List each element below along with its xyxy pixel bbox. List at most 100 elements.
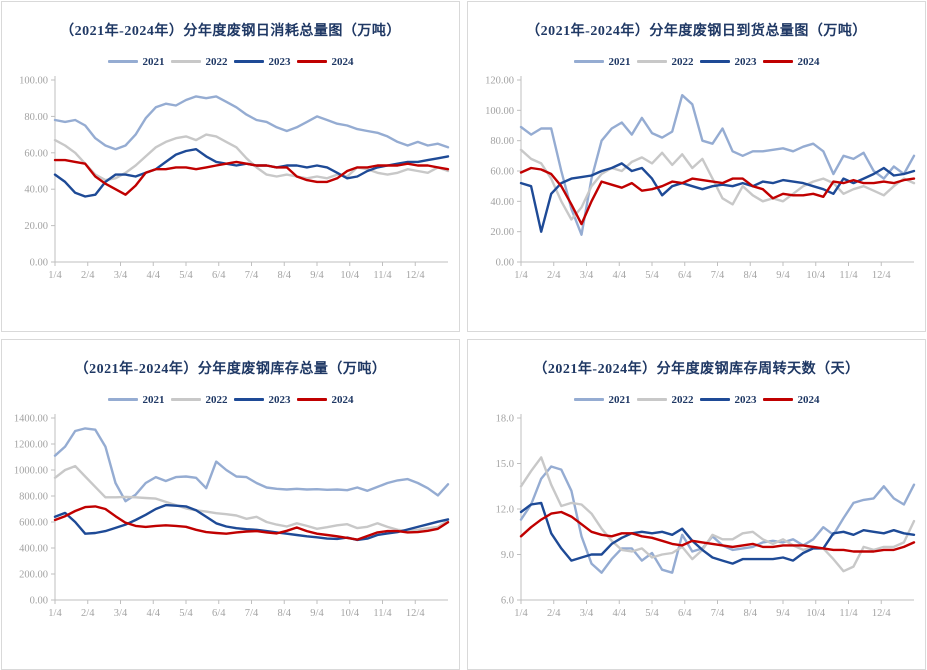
x-tick-label: 10/4: [806, 270, 825, 281]
legend-label-2023: 2023: [734, 393, 757, 406]
x-tick-label: 5/4: [179, 270, 193, 281]
y-tick-label: 1000.00: [14, 466, 48, 477]
y-tick-label: 20.00: [24, 221, 48, 232]
x-tick-label: 6/4: [212, 270, 226, 281]
line-chart-daily-consumption: 0.00 20.00 40.00 60.00 80.00 100.00 1/4 2/4 3/4 4…: [19, 76, 450, 281]
y-tick-label: 15.0: [496, 459, 514, 470]
legend-swatch-2022: [170, 398, 201, 401]
y-tick-label: 0.00: [30, 258, 48, 269]
legend-item-2022: 2022: [170, 55, 228, 68]
x-tick-label: 12/4: [406, 270, 425, 281]
legend-swatch-2022: [636, 398, 667, 401]
chart-title-inventory-total: （2021年-2024年）分年度废钢库存总量（万吨）: [74, 362, 387, 377]
series-line-2022: [53, 133, 450, 182]
y-tick-label: 120.00: [485, 76, 514, 87]
legend-item-2024: 2024: [296, 393, 354, 406]
legend-label-2021: 2021: [142, 55, 165, 68]
series-line-2021: [519, 94, 916, 236]
y-tick-label: 80.00: [24, 112, 48, 123]
x-tick-label: 3/4: [580, 608, 594, 619]
x-tick-label: 9/4: [310, 608, 324, 619]
chart-panel-daily-arrivals: （2021年-2024年）分年度废钢日到货总量图（万吨） 2021 2022 202…: [467, 1, 926, 332]
y-tick-label: 60.00: [490, 167, 514, 178]
y-tick-label: 9.0: [501, 550, 514, 561]
legend-item-2023: 2023: [233, 394, 291, 406]
legend-label-2023: 2023: [734, 55, 757, 68]
legend-item-2023: 2023: [233, 56, 291, 68]
chart-title-daily-consumption: （2021年-2024年）分年度废钢日消耗总量图（万吨）: [60, 24, 401, 39]
y-tick-label: 200.00: [19, 570, 48, 581]
x-tick-label: 11/4: [839, 270, 858, 281]
x-tick-label: 1/4: [48, 270, 62, 281]
legend-item-2022: 2022: [170, 393, 228, 406]
x-tick-label: 2/4: [81, 270, 95, 281]
y-tick-label: 18.0: [496, 414, 514, 425]
x-tick-label: 4/4: [613, 608, 627, 619]
legend-label-2021: 2021: [142, 393, 165, 406]
legend-swatch-2022: [636, 60, 667, 63]
legend-label-2022: 2022: [205, 55, 228, 68]
line-chart-daily-arrivals: 0.00 20.00 40.00 60.00 80.00 100.00 120.00 1/4 2…: [485, 76, 916, 281]
series-line-2024: [519, 510, 916, 553]
x-tick-label: 11/4: [373, 608, 392, 619]
x-tick-label: 8/4: [278, 270, 292, 281]
x-tick-label: 4/4: [147, 608, 161, 619]
chart-legend: 2021 2022 2023 2024: [468, 393, 925, 406]
x-tick-label: 7/4: [245, 608, 259, 619]
x-tick-label: 1/4: [514, 270, 528, 281]
x-tick-label: 8/4: [744, 270, 758, 281]
series-line-2022: [519, 456, 916, 573]
x-tick-label: 7/4: [245, 270, 259, 281]
y-tick-label: 100.00: [19, 76, 48, 87]
series-line-2023: [53, 503, 450, 542]
y-tick-label: 60.00: [24, 148, 48, 159]
legend-item-2023: 2023: [699, 55, 757, 68]
legend-swatch-2021: [107, 398, 138, 401]
legend-item-2021: 2021: [573, 55, 631, 68]
legend-item-2021: 2021: [107, 393, 165, 406]
chart-legend: 2021 2022 2023 2024: [2, 55, 459, 68]
legend-item-2023: 2023: [699, 393, 757, 406]
legend-swatch-2024: [762, 60, 793, 63]
y-tick-label: 80.00: [490, 136, 514, 147]
x-tick-label: 10/4: [806, 608, 825, 619]
y-tick-label: 20.00: [490, 227, 514, 238]
x-tick-label: 6/4: [678, 608, 692, 619]
legend-swatch-2024: [762, 398, 793, 401]
series-line-2021: [53, 95, 450, 151]
x-tick-label: 10/4: [340, 608, 359, 619]
y-tick-label: 1400.00: [14, 414, 48, 425]
series-line-2021: [519, 465, 916, 574]
legend-item-2024: 2024: [762, 394, 820, 406]
y-tick-label: 0.00: [496, 258, 514, 269]
x-tick-label: 1/4: [48, 608, 62, 619]
chart-panel-inventory-total: （2021年-2024年）分年度废钢库存总量（万吨） 2021 2022 2023 2…: [1, 339, 460, 670]
x-tick-label: 8/4: [278, 608, 292, 619]
x-tick-label: 12/4: [872, 608, 891, 619]
legend-label-2024: 2024: [331, 393, 354, 406]
legend-item-2024: 2024: [762, 56, 820, 68]
legend-item-2022: 2022: [636, 56, 694, 68]
x-tick-label: 4/4: [613, 270, 627, 281]
x-tick-label: 6/4: [678, 270, 692, 281]
x-tick-label: 11/4: [373, 270, 392, 281]
legend-label-2022: 2022: [205, 393, 228, 406]
x-tick-label: 12/4: [406, 608, 425, 619]
x-tick-label: 5/4: [645, 270, 659, 281]
x-tick-label: 12/4: [872, 270, 891, 281]
legend-swatch-2023: [233, 60, 264, 63]
x-tick-label: 3/4: [580, 270, 594, 281]
line-chart-inventory-total: 0.00 200.00 400.00 600.00 800.00 1000.00 1200.…: [14, 414, 450, 619]
series-line-2024: [53, 158, 450, 196]
y-tick-label: 12.0: [496, 505, 514, 516]
y-tick-label: 40.00: [490, 197, 514, 208]
x-tick-label: 9/4: [776, 608, 790, 619]
legend-swatch-2022: [170, 60, 201, 63]
legend-swatch-2021: [107, 60, 138, 63]
x-tick-label: 8/4: [744, 608, 758, 619]
chart-panel-turnover-days: （2021年-2024年）分年度废钢库存周转天数（天） 2021 2022 2023…: [467, 339, 926, 670]
legend-label-2021: 2021: [608, 55, 631, 68]
y-tick-label: 400.00: [19, 544, 48, 555]
legend-label-2022: 2022: [671, 393, 694, 406]
